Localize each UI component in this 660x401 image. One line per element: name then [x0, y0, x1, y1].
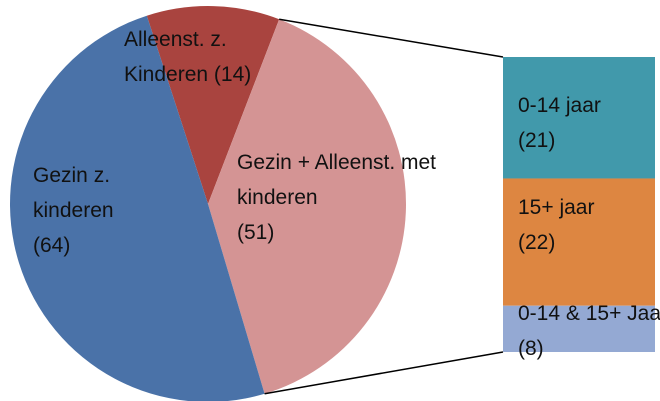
value-label: (8)	[518, 337, 544, 360]
bar-segment	[503, 178, 655, 306]
value-label: (21)	[518, 129, 556, 152]
value-label: (51)	[237, 221, 275, 244]
value-label: (64)	[33, 234, 71, 257]
data-label: Gezin z. kinderen (64)	[33, 158, 173, 263]
pie-slice	[146, 5, 280, 204]
category-label: 15+ jaar	[518, 196, 595, 219]
data-label: Gezin + Alleenst. met kinderen (51)	[237, 145, 467, 250]
pie-slice	[208, 19, 406, 394]
category-label: Gezin z. kinderen	[33, 164, 114, 222]
category-label: Gezin + Alleenst. met kinderen	[237, 151, 437, 209]
category-label: 0-14 & 15+ Jaar	[518, 302, 660, 325]
bar-segment	[503, 305, 655, 352]
data-label: 15+ jaar (22)	[518, 190, 658, 260]
value-label: (22)	[518, 231, 556, 254]
category-label: 0-14 jaar	[518, 94, 601, 117]
data-label: Alleenst. z. Kinderen (14)	[124, 22, 294, 92]
bar-segment	[503, 57, 655, 179]
value-label: (14)	[213, 63, 252, 86]
category-label: Alleenst. z. Kinderen	[124, 28, 227, 86]
data-label: 0-14 & 15+ Jaar (8)	[518, 296, 660, 366]
connector	[279, 18, 504, 58]
connector	[264, 351, 504, 395]
data-label: 0-14 jaar (21)	[518, 88, 658, 158]
pie-slice	[10, 15, 265, 401]
